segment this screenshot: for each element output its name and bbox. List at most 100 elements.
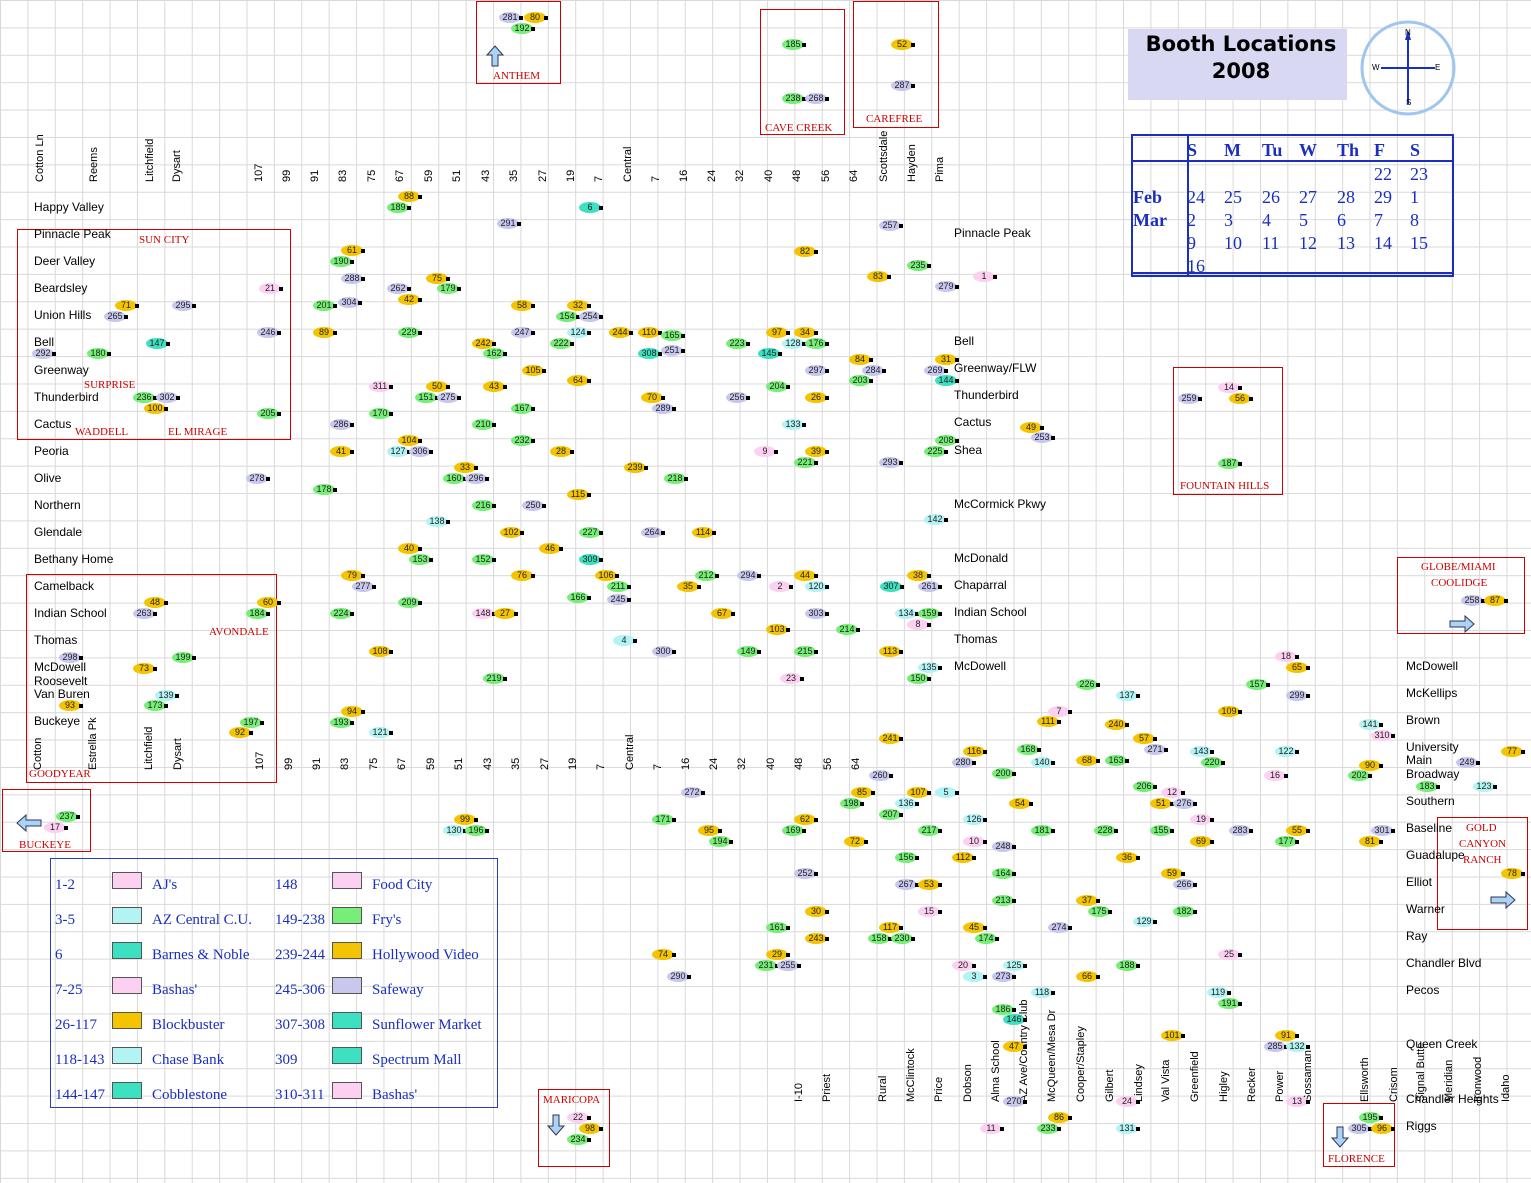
- street-label: Southern: [1406, 794, 1455, 808]
- street-label: Buckeye: [34, 714, 81, 728]
- booth-location-dot: [542, 504, 546, 508]
- booth-location-dot: [944, 369, 948, 373]
- booth-location-dot: [715, 574, 719, 578]
- booth-location-dot: [1068, 926, 1072, 930]
- booth-marker: 217: [918, 825, 940, 836]
- booth-marker: 280: [952, 757, 974, 768]
- booth-marker: 51: [1150, 798, 1172, 809]
- booth-marker: 255: [777, 960, 799, 971]
- booth-marker: 258: [1461, 595, 1483, 606]
- booth-marker: 93: [59, 700, 81, 711]
- booth-marker: 142: [924, 514, 946, 525]
- booth-marker: 262: [387, 283, 409, 294]
- booth-marker: 105: [522, 365, 544, 376]
- booth-marker: 103: [766, 624, 788, 635]
- booth-marker: 119: [1207, 987, 1229, 998]
- booth-marker: 148: [472, 608, 494, 619]
- booth-marker: 42: [398, 294, 420, 305]
- street-label: Northern: [34, 498, 81, 512]
- booth-location-dot: [531, 331, 535, 335]
- booth-location-dot: [697, 585, 701, 589]
- vertical-street-label: 19: [565, 169, 577, 182]
- booth-marker: 227: [579, 527, 601, 538]
- booth-marker: 100: [144, 403, 166, 414]
- booth-marker: 225: [924, 446, 946, 457]
- vertical-street-label: Gilbert: [1104, 1069, 1116, 1102]
- legend-range: 1-2: [55, 877, 75, 893]
- booth-marker: 304: [338, 297, 360, 308]
- vertical-street-label: 75: [366, 169, 378, 182]
- booth-marker: 61: [341, 245, 363, 256]
- booth-location-dot: [1181, 791, 1185, 795]
- calendar-date: 11: [1262, 233, 1280, 253]
- legend-store-name: Cobblestone: [152, 1087, 227, 1103]
- region-box: [853, 1, 939, 128]
- booth-location-dot: [418, 195, 422, 199]
- street-label: Happy Valley: [34, 200, 104, 214]
- booth-location-dot: [1096, 759, 1100, 763]
- booth-marker: 15: [918, 906, 940, 917]
- street-label: Pecos: [1406, 983, 1440, 997]
- booth-location-dot: [1368, 774, 1372, 778]
- booth-location-dot: [531, 27, 535, 31]
- calendar-date: 13: [1337, 233, 1355, 253]
- booth-location-dot: [52, 352, 56, 356]
- booth-location-dot: [797, 964, 801, 968]
- legend-swatch: [112, 872, 142, 889]
- booth-location-dot: [757, 574, 761, 578]
- calendar-date: 25: [1224, 187, 1242, 207]
- booth-marker: 85: [851, 787, 873, 798]
- legend-range: 118-143: [55, 1052, 105, 1068]
- vertical-street-label: Scottsdale: [878, 130, 890, 182]
- street-label: Camelback: [34, 579, 95, 593]
- region-label: FLORENCE: [1328, 1153, 1385, 1165]
- vertical-street-label: 67: [394, 169, 406, 182]
- booth-marker: 272: [681, 787, 703, 798]
- compass-n: N: [1405, 28, 1411, 37]
- booth-marker: 270: [1003, 1096, 1025, 1107]
- booth-marker: 219: [483, 673, 505, 684]
- booth-marker: 195: [1359, 1112, 1381, 1123]
- street-label: Broadway: [1406, 767, 1460, 781]
- booth-marker: 126: [963, 814, 985, 825]
- booth-marker: 275: [437, 392, 459, 403]
- booth-location-dot: [1170, 802, 1174, 806]
- region-box: [538, 1089, 610, 1167]
- street-label: McDonald: [954, 551, 1009, 565]
- booth-location-dot: [457, 396, 461, 400]
- booth-marker: 222: [550, 338, 572, 349]
- booth-marker: 244: [609, 327, 631, 338]
- booth-marker: 48: [144, 597, 166, 608]
- region-box: [17, 229, 291, 440]
- booth-location-dot: [333, 304, 337, 308]
- booth-location-dot: [800, 677, 804, 681]
- vertical-street-label: 56: [820, 169, 832, 182]
- street-label: Greenway/FLW: [954, 361, 1037, 375]
- booth-marker: 273: [992, 971, 1014, 982]
- booth-location-dot: [587, 596, 591, 600]
- booth-location-dot: [871, 791, 875, 795]
- legend-range: 26-117: [55, 1017, 97, 1033]
- vertical-street-label: Alma School: [990, 1040, 1002, 1102]
- booth-location-dot: [175, 694, 179, 698]
- booth-marker: 123: [1473, 781, 1495, 792]
- booth-location-dot: [1023, 1018, 1027, 1022]
- booth-location-dot: [814, 818, 818, 822]
- booth-marker: 155: [1150, 825, 1172, 836]
- booth-marker: 137: [1116, 690, 1138, 701]
- region-label: CAREFREE: [866, 113, 923, 125]
- booth-marker: 44: [794, 570, 816, 581]
- booth-location-dot: [1012, 975, 1016, 979]
- booth-marker: 97: [766, 327, 788, 338]
- booth-location-dot: [1284, 774, 1288, 778]
- booth-marker: 95: [698, 825, 720, 836]
- booth-marker: 309: [579, 554, 601, 565]
- booth-marker: 13: [1286, 1096, 1308, 1107]
- booth-marker: 3: [963, 971, 985, 982]
- region-box: [1173, 367, 1283, 495]
- booth-marker: 202: [1348, 770, 1370, 781]
- booth-location-dot: [825, 369, 829, 373]
- arrow-down-icon: [546, 1114, 566, 1141]
- booth-location-dot: [757, 650, 761, 654]
- booth-location-dot: [1249, 829, 1253, 833]
